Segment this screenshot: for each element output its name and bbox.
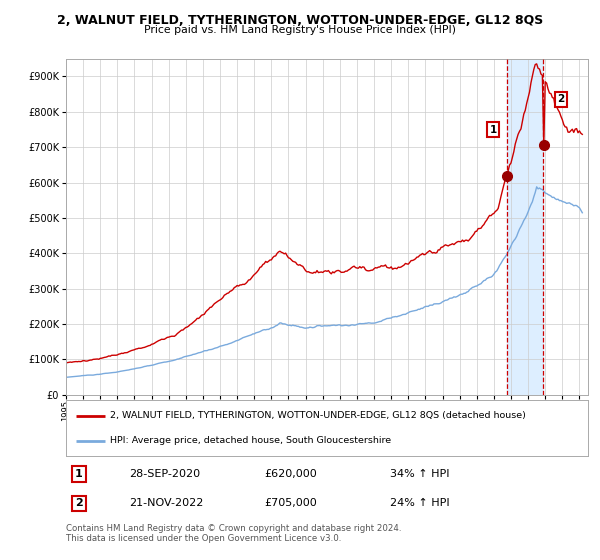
Text: Contains HM Land Registry data © Crown copyright and database right 2024.
This d: Contains HM Land Registry data © Crown c… <box>66 524 401 543</box>
Text: HPI: Average price, detached house, South Gloucestershire: HPI: Average price, detached house, Sout… <box>110 436 391 445</box>
Text: 21-NOV-2022: 21-NOV-2022 <box>128 498 203 508</box>
Text: £620,000: £620,000 <box>265 469 317 479</box>
Text: 1: 1 <box>490 124 497 134</box>
Text: 2: 2 <box>557 95 565 105</box>
Text: 2: 2 <box>75 498 83 508</box>
Text: 1: 1 <box>75 469 83 479</box>
Text: 2, WALNUT FIELD, TYTHERINGTON, WOTTON-UNDER-EDGE, GL12 8QS (detached house): 2, WALNUT FIELD, TYTHERINGTON, WOTTON-UN… <box>110 411 526 420</box>
Text: Price paid vs. HM Land Registry's House Price Index (HPI): Price paid vs. HM Land Registry's House … <box>144 25 456 35</box>
Text: 34% ↑ HPI: 34% ↑ HPI <box>389 469 449 479</box>
Text: 28-SEP-2020: 28-SEP-2020 <box>128 469 200 479</box>
Text: 2, WALNUT FIELD, TYTHERINGTON, WOTTON-UNDER-EDGE, GL12 8QS: 2, WALNUT FIELD, TYTHERINGTON, WOTTON-UN… <box>57 14 543 27</box>
Bar <box>507 59 543 395</box>
Text: £705,000: £705,000 <box>265 498 317 508</box>
Text: 24% ↑ HPI: 24% ↑ HPI <box>389 498 449 508</box>
